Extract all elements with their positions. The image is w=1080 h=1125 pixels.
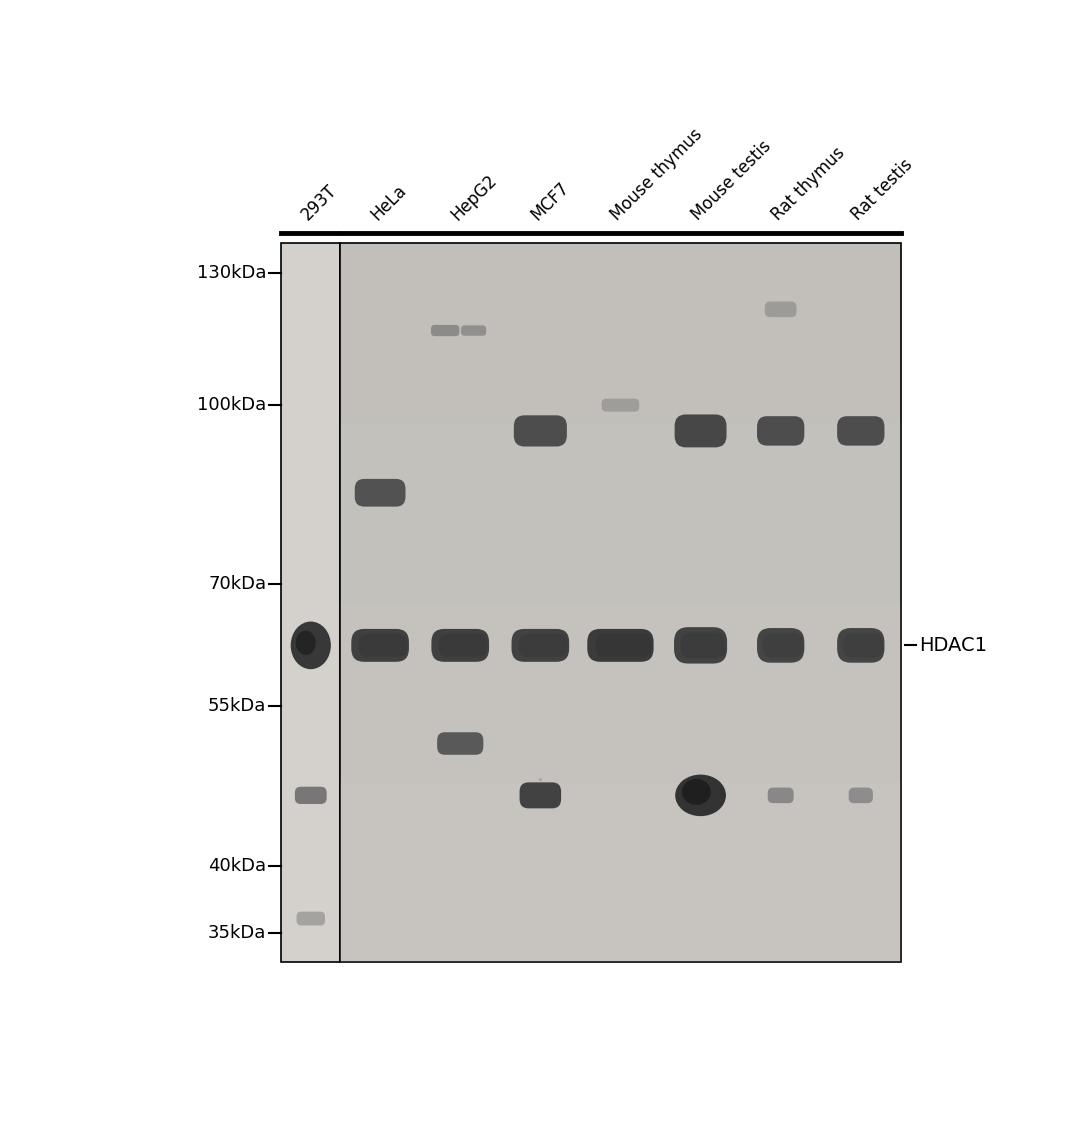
FancyBboxPatch shape [431,629,489,662]
Text: 35kDa: 35kDa [208,924,267,942]
Ellipse shape [681,778,711,804]
Ellipse shape [296,631,315,655]
Text: Mouse testis: Mouse testis [688,137,774,224]
Bar [340,423,901,603]
FancyBboxPatch shape [602,398,639,412]
Text: MCF7: MCF7 [528,179,572,224]
FancyBboxPatch shape [674,627,727,664]
Bar [282,243,340,962]
FancyBboxPatch shape [843,633,883,657]
FancyBboxPatch shape [519,782,562,809]
FancyBboxPatch shape [768,788,794,803]
FancyBboxPatch shape [295,786,326,804]
Text: 293T: 293T [298,182,340,224]
FancyBboxPatch shape [512,629,569,662]
FancyBboxPatch shape [757,628,805,663]
FancyBboxPatch shape [438,633,488,657]
Bar [340,603,901,783]
FancyBboxPatch shape [354,479,405,506]
FancyBboxPatch shape [757,416,805,446]
FancyBboxPatch shape [518,633,568,657]
Text: Rat testis: Rat testis [848,156,916,224]
Text: 55kDa: 55kDa [208,696,267,714]
FancyBboxPatch shape [765,302,797,317]
Text: Mouse thymus: Mouse thymus [608,126,706,224]
FancyBboxPatch shape [849,788,873,803]
Bar [340,783,901,962]
FancyBboxPatch shape [461,325,486,335]
Text: HepG2: HepG2 [447,171,500,224]
FancyBboxPatch shape [297,911,325,926]
FancyBboxPatch shape [675,414,727,448]
Ellipse shape [291,621,330,669]
Bar [340,243,901,962]
FancyBboxPatch shape [431,325,459,336]
Bar [340,243,901,423]
FancyBboxPatch shape [359,633,407,657]
FancyBboxPatch shape [514,415,567,447]
Text: Rat thymus: Rat thymus [768,144,848,224]
FancyBboxPatch shape [762,633,804,657]
FancyBboxPatch shape [351,629,409,662]
FancyBboxPatch shape [588,629,653,662]
Text: 100kDa: 100kDa [198,396,267,414]
Text: 40kDa: 40kDa [208,856,267,874]
Text: HeLa: HeLa [367,182,410,224]
FancyBboxPatch shape [837,416,885,446]
FancyBboxPatch shape [680,632,726,658]
FancyBboxPatch shape [837,628,885,663]
Ellipse shape [675,775,726,816]
Text: HDAC1: HDAC1 [919,636,987,655]
FancyBboxPatch shape [437,732,484,755]
Text: 70kDa: 70kDa [208,575,267,593]
FancyBboxPatch shape [595,633,652,657]
Text: 130kDa: 130kDa [197,264,267,282]
